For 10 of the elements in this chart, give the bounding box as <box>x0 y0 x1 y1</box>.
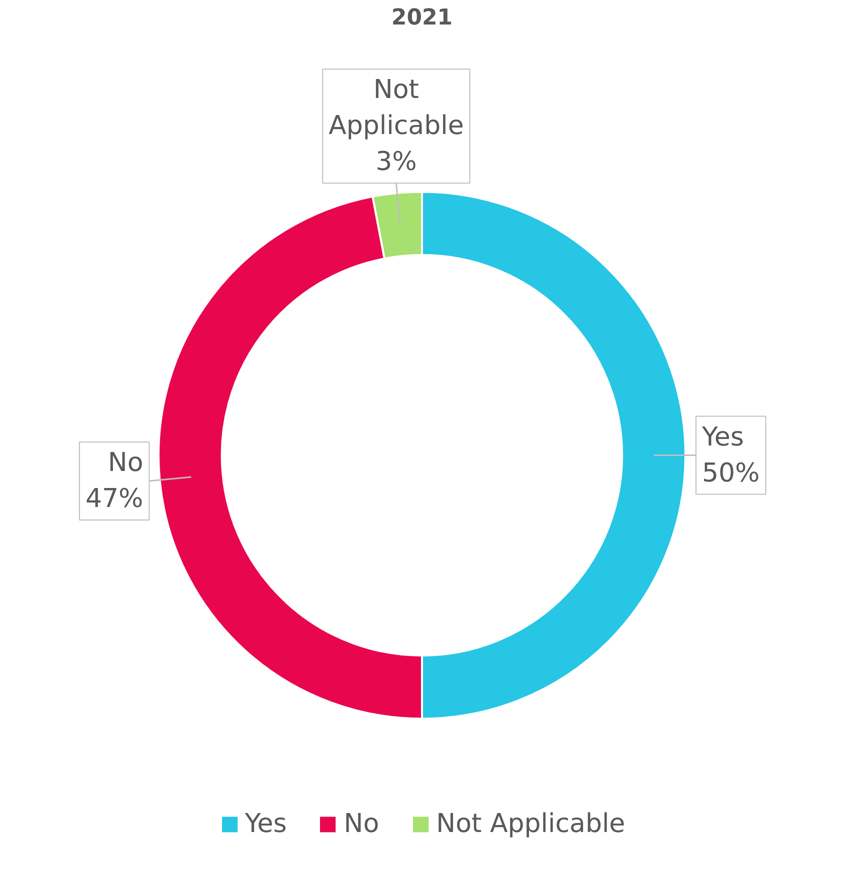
legend-label: No <box>344 809 380 839</box>
data-label: 47% <box>85 484 144 514</box>
slice-label: Yes <box>700 422 744 452</box>
chart-title: 2021 <box>391 6 453 30</box>
slice-label: No <box>108 448 144 478</box>
slice-label: Not Applicable <box>328 75 464 142</box>
data-label: 3% <box>376 147 417 178</box>
legend-label: Not Applicable <box>436 809 626 839</box>
legend-label: Yes <box>244 809 287 839</box>
data-label: 50% <box>702 458 760 488</box>
